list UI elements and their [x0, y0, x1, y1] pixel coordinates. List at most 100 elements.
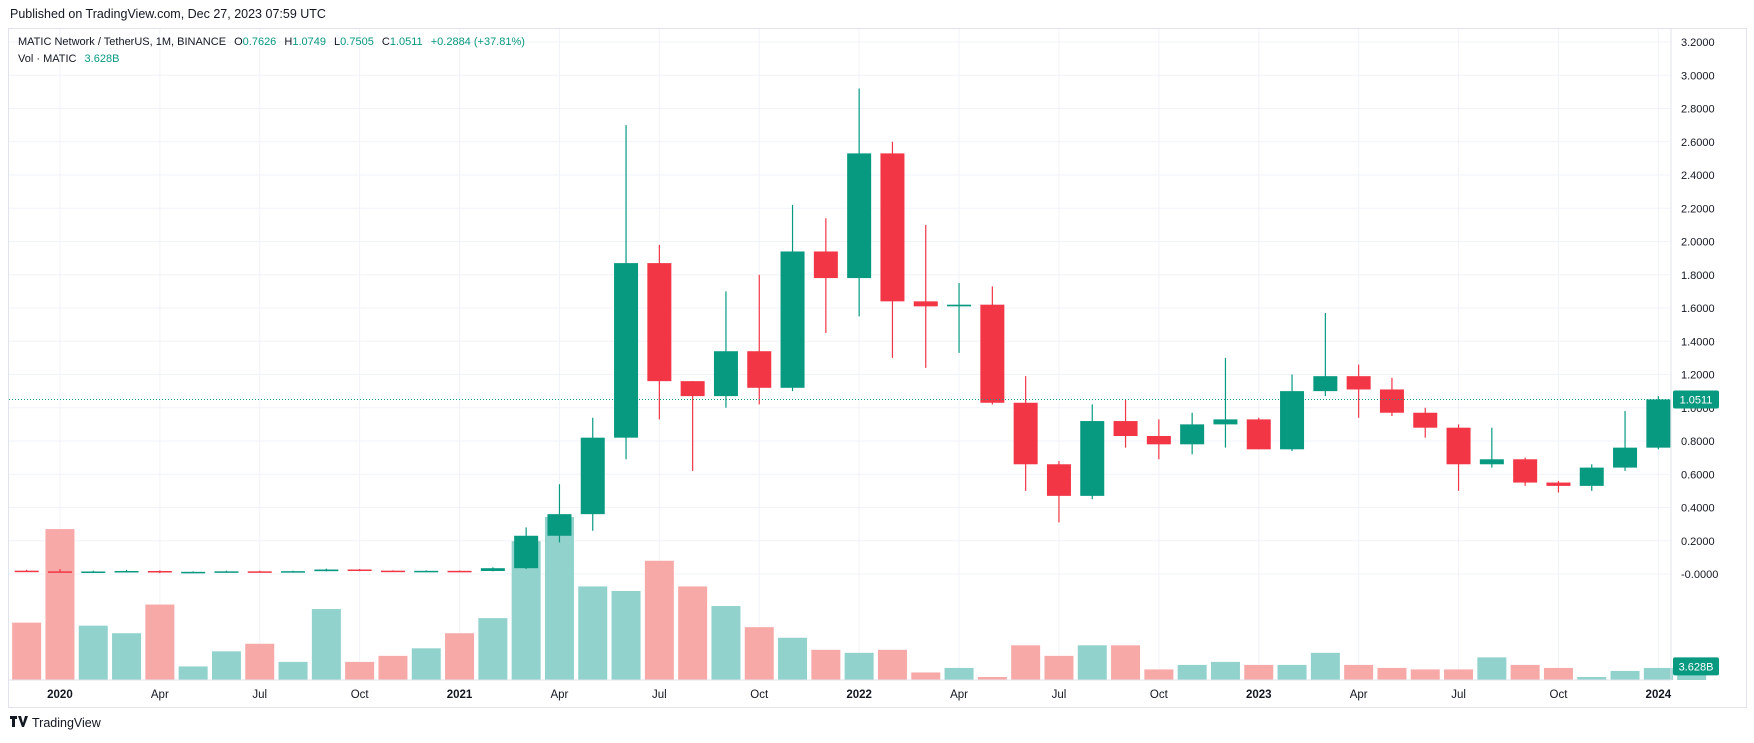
- volume-bar: [1210, 661, 1240, 680]
- volume-bar: [811, 649, 841, 680]
- volume-bar: [345, 661, 375, 680]
- volume-bar: [278, 661, 308, 680]
- volume-bar: [844, 652, 874, 680]
- candle-body: [281, 571, 306, 573]
- volume-bar: [1577, 676, 1607, 680]
- candle-body: [747, 351, 772, 388]
- y-tick-label: 3.0000: [1681, 70, 1715, 82]
- x-tick-label: Oct: [1550, 689, 1569, 701]
- candle-body: [181, 571, 206, 574]
- open-label: O: [234, 36, 243, 48]
- candle-body: [1479, 459, 1504, 465]
- candle-body: [980, 304, 1005, 403]
- high-label: H: [284, 36, 293, 48]
- x-tick-label: 2022: [846, 689, 872, 701]
- last-volume-badge: [1673, 657, 1719, 676]
- y-tick-label: 2.0000: [1681, 237, 1715, 249]
- volume-bar: [911, 672, 941, 680]
- volume-bar: [12, 622, 42, 680]
- volume-bar: [1310, 652, 1340, 680]
- volume-bar: [1444, 669, 1474, 680]
- candle-body: [147, 571, 172, 573]
- last-price-label: 1.0511: [1680, 394, 1713, 406]
- candle-body: [1080, 421, 1105, 496]
- x-tick-label: Jul: [652, 689, 667, 701]
- y-tick-label: 3.2000: [1681, 37, 1715, 49]
- y-tick-label: 0.4000: [1681, 503, 1715, 515]
- candle-body: [447, 570, 472, 573]
- volume-bar: [145, 604, 175, 680]
- y-tick-label: 2.4000: [1681, 170, 1715, 182]
- volume-bar: [1177, 664, 1207, 680]
- candle-body: [1446, 427, 1471, 465]
- footer: TradingView: [10, 716, 101, 730]
- volume-bar: [1543, 667, 1573, 680]
- x-tick-label: Jul: [1451, 689, 1466, 701]
- open-value: 0.7626: [242, 36, 277, 48]
- volume-bar: [744, 627, 774, 680]
- x-tick-label: Oct: [1150, 689, 1169, 701]
- change-value: +0.2884 (+37.81%): [430, 36, 525, 48]
- volume-bar: [944, 667, 974, 680]
- volume-bar: [1643, 667, 1673, 680]
- volume-bar: [877, 649, 907, 680]
- close-value: 1.0511: [389, 36, 423, 48]
- volume-bar: [311, 609, 341, 680]
- volume-bar: [1011, 645, 1041, 680]
- published-header: Published on TradingView.com, Dec 27, 20…: [10, 7, 326, 21]
- volume-bar: [1277, 664, 1307, 680]
- volume-value: 3.628B: [84, 53, 120, 65]
- y-tick-label: 2.6000: [1681, 137, 1715, 149]
- candle-body: [1046, 464, 1071, 496]
- volume-bar: [1044, 655, 1074, 680]
- footer-brand[interactable]: TradingView: [32, 716, 101, 730]
- chart-frame[interactable]: [8, 28, 1747, 708]
- candle-body: [47, 571, 72, 573]
- last-price-badge: [1673, 390, 1719, 409]
- volume-bar: [1477, 657, 1507, 680]
- candle-body: [1413, 412, 1438, 428]
- volume-bar: [1111, 645, 1141, 680]
- candle-body: [514, 535, 539, 569]
- volume-bar: [1610, 670, 1640, 680]
- candle-body: [14, 570, 39, 573]
- candle-body: [1113, 421, 1138, 437]
- symbol-label[interactable]: MATIC Network / TetherUS, 1M, BINANCE: [18, 36, 227, 48]
- candle-body: [1280, 391, 1305, 450]
- x-tick-label: Apr: [550, 689, 568, 701]
- y-tick-label: -0.0000: [1681, 569, 1718, 581]
- candle-body: [114, 571, 139, 573]
- x-tick-label: Apr: [151, 689, 169, 701]
- candle-body: [1379, 389, 1404, 413]
- y-tick-label: 2.2000: [1681, 203, 1715, 215]
- low-value: 0.7505: [340, 36, 374, 48]
- volume-bar: [611, 590, 641, 680]
- candle-body: [1313, 376, 1338, 392]
- volume-legend: Vol · MATIC 3.628B: [18, 51, 525, 68]
- x-tick-label: Apr: [950, 689, 968, 701]
- volume-bar: [211, 651, 241, 680]
- candle-body: [414, 570, 439, 573]
- volume-label[interactable]: Vol · MATIC: [18, 53, 77, 65]
- y-tick-label: 0.6000: [1681, 469, 1715, 481]
- candle-body: [813, 251, 838, 279]
- volume-bar: [711, 606, 741, 680]
- volume-bar: [78, 625, 108, 680]
- candle-body: [614, 263, 639, 438]
- candle-body: [647, 263, 672, 382]
- x-tick-label: 2021: [447, 689, 473, 701]
- candle-body: [247, 571, 272, 573]
- candle-body: [780, 251, 805, 388]
- x-tick-label: 2024: [1646, 689, 1672, 701]
- candle-body: [1346, 376, 1371, 390]
- candle-body: [1180, 424, 1205, 445]
- x-tick-label: 2023: [1246, 689, 1272, 701]
- close-label: C: [381, 36, 390, 48]
- volume-bar: [411, 648, 441, 680]
- volume-bar: [1377, 667, 1407, 680]
- candle-body: [380, 570, 405, 573]
- volume-bar: [1344, 664, 1374, 680]
- y-tick-label: 1.6000: [1681, 303, 1715, 315]
- candle-body: [1546, 482, 1571, 486]
